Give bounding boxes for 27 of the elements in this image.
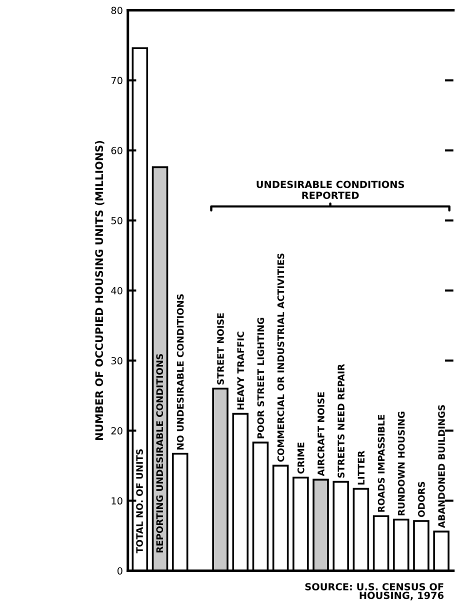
x-tick-label: ABANDONED BUILDINGS: [438, 405, 445, 528]
y-tick-label: 40: [111, 287, 122, 294]
y-tick-label: 50: [111, 216, 122, 224]
y-axis-title: NUMBER OF OCCUPIED HOUSING UNITS (MILLIONS): [95, 140, 104, 440]
y-tick-label: 0: [117, 567, 122, 575]
x-tick-label: ROADS IMPASSIBLE: [378, 414, 385, 512]
y-tick-label: 60: [111, 146, 122, 154]
y-tick-label: 30: [111, 357, 122, 364]
annotation: UNDESIRABLE CONDITIONS REPORTED: [256, 180, 404, 200]
source-note: SOURCE: U.S. CENSUS OF HOUSING, 1976: [305, 583, 444, 600]
y-tick-label: 80: [111, 6, 122, 14]
x-tick-label: RUNDOWN HOUSING: [398, 412, 405, 516]
x-tick-label: HEAVY TRAFFIC: [237, 332, 244, 410]
x-tick-label: TOTAL NO. OF UNITS: [136, 449, 143, 554]
x-tick-label: STREETS NEED REPAIR: [338, 364, 344, 478]
x-tick-label: NO UNDESIRABLE CONDITIONS: [176, 294, 184, 450]
x-tick-label: POOR STREET LIGHTING: [257, 318, 264, 438]
x-tick-label: AIRCRAFT NOISE: [318, 392, 324, 476]
x-tick-label: STREET NOISE: [217, 313, 224, 384]
y-tick-label: 10: [112, 497, 122, 505]
y-tick-label: 20: [111, 427, 122, 434]
x-tick-label: COMMERCIAL OR INDUSTRIAL ACTIVITIES: [277, 254, 284, 462]
y-tick-label: 70: [111, 76, 122, 84]
x-tick-label: ODORS: [418, 482, 425, 518]
x-tick-label: LITTER: [358, 450, 364, 484]
x-tick-label: CRIME: [297, 442, 304, 474]
x-tick-label: REPORTING UNDESIRABLE CONDITIONS: [156, 354, 164, 552]
